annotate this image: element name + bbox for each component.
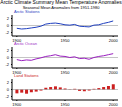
svg-text:1950: 1950 (61, 38, 71, 42)
html-text:Land Stations: Land Stations (14, 73, 39, 78)
svg-text:0: 0 (8, 55, 10, 60)
html-text:Arctic Climate Summary Mean Te: Arctic Climate Summary Mean Temperature … (0, 0, 122, 5)
svg-text:-2: -2 (8, 94, 10, 99)
html-text:Seasonal Mean Anomalies from 1: Seasonal Mean Anomalies from 1951-1980 (22, 5, 100, 10)
svg-text:2000: 2000 (109, 102, 114, 106)
svg-text:1950: 1950 (61, 102, 71, 106)
html-text:Arctic Ocean: Arctic Ocean (14, 41, 37, 46)
html-text:Arctic Stations: Arctic Stations (14, 9, 40, 14)
svg-text:2000: 2000 (109, 70, 114, 74)
svg-text:1950: 1950 (61, 70, 71, 74)
svg-text:2: 2 (8, 48, 10, 53)
svg-text:0: 0 (8, 87, 10, 92)
svg-text:2: 2 (8, 80, 10, 85)
svg-text:-2: -2 (8, 30, 10, 35)
svg-text:0: 0 (8, 23, 10, 28)
svg-text:2: 2 (8, 16, 10, 21)
svg-text:1900: 1900 (12, 102, 22, 106)
svg-text:-2: -2 (8, 62, 10, 67)
svg-text:2000: 2000 (109, 38, 114, 42)
